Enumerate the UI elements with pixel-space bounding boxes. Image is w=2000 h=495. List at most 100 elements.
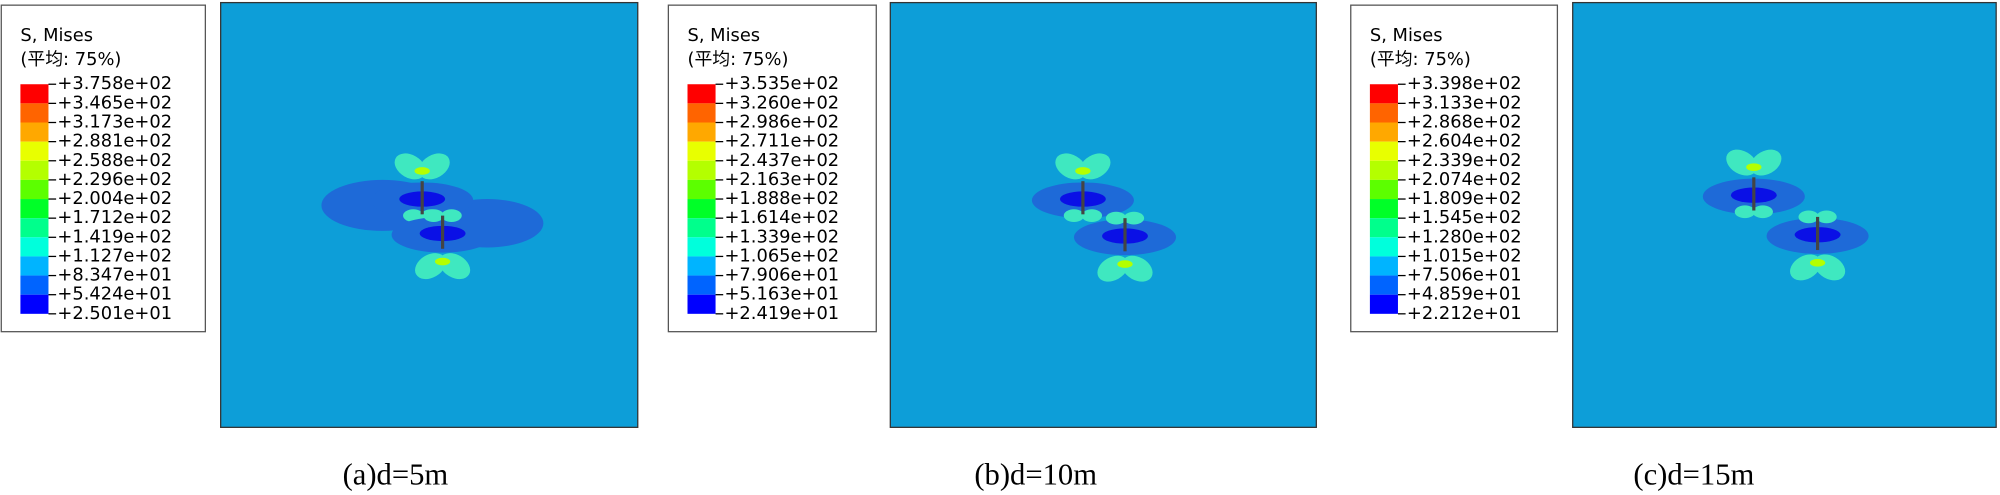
legend-swatch — [20, 199, 49, 219]
legend-label: +1.127e+02 — [57, 245, 172, 266]
legend-swatch — [1369, 84, 1398, 104]
legend-label: +3.173e+02 — [57, 111, 172, 132]
contour-peak — [1746, 163, 1762, 171]
contour-peak — [414, 167, 430, 175]
model-domain — [1572, 1, 1997, 428]
legend-label: +2.881e+02 — [57, 131, 172, 152]
legend-swatch — [1369, 237, 1398, 257]
legend-label: +3.535e+02 — [724, 73, 839, 94]
legend-swatch — [20, 275, 49, 295]
legend-label: +8.347e+01 — [57, 265, 172, 286]
legend-label: +3.260e+02 — [724, 92, 839, 113]
legend-swatch — [1369, 160, 1398, 180]
legend-label: +5.163e+01 — [724, 284, 839, 305]
legend-swatch — [687, 237, 716, 257]
panel: S, Mises(平均: 75%)+3.535e+02+3.260e+02+2.… — [667, 1, 1317, 492]
legend-swatch — [20, 256, 49, 276]
legend-swatch — [1369, 122, 1398, 142]
legend-swatch — [20, 237, 49, 257]
contour-lobe-small — [1752, 205, 1773, 219]
contour-lobe-small — [1123, 211, 1145, 225]
legend-label: +2.296e+02 — [57, 169, 172, 190]
contour-lobe-small — [1063, 209, 1085, 222]
caption: (c)d=15m — [1633, 458, 1754, 492]
legend-label: +2.986e+02 — [724, 111, 839, 132]
legend-swatch — [687, 275, 716, 295]
legend-label: +2.163e+02 — [724, 169, 839, 190]
legend-swatch — [687, 294, 716, 314]
panel: S, Mises(平均: 75%)+3.398e+02+3.133e+02+2.… — [1350, 1, 1997, 492]
legend-label: +4.859e+01 — [1407, 284, 1522, 305]
contour-peak — [434, 257, 451, 266]
legend-subtitle: (平均: 75%) — [688, 49, 789, 70]
contour-lobe-small — [1081, 209, 1103, 222]
legend-swatch — [20, 160, 49, 180]
legend-swatch — [20, 84, 49, 104]
legend-label: +2.501e+01 — [57, 303, 172, 324]
legend-label: +5.424e+01 — [57, 284, 172, 305]
legend-label: +1.712e+02 — [57, 207, 172, 228]
legend-label: +1.614e+02 — [724, 207, 839, 228]
legend-label: +7.506e+01 — [1407, 265, 1522, 286]
legend-label: +1.280e+02 — [1407, 226, 1522, 247]
legend-subtitle: (平均: 75%) — [20, 49, 121, 70]
legend-label: +2.711e+02 — [724, 131, 839, 152]
legend-swatch — [1369, 141, 1398, 161]
legend-swatch — [1369, 294, 1398, 314]
legend-label: +1.015e+02 — [1407, 245, 1522, 266]
legend-title: S, Mises — [688, 25, 761, 46]
legend-label: +1.339e+02 — [724, 226, 839, 247]
legend-swatch — [1369, 179, 1398, 200]
contour-lobe-small — [1105, 211, 1127, 225]
legend-swatch — [20, 179, 49, 200]
legend-label: +1.419e+02 — [57, 226, 172, 247]
legend-title: S, Mises — [20, 25, 93, 46]
legend-swatch — [687, 84, 716, 104]
legend-swatch — [687, 160, 716, 180]
legend-label: +2.588e+02 — [57, 150, 172, 171]
contour-peak — [1809, 258, 1826, 267]
legend-label: +2.419e+01 — [724, 303, 839, 324]
legend-swatch — [687, 218, 716, 238]
legend-label: +3.133e+02 — [1407, 92, 1522, 113]
legend-swatch — [20, 122, 49, 142]
legend-swatch — [687, 141, 716, 161]
contour-lobe-small — [1816, 210, 1837, 224]
legend-label: +3.465e+02 — [57, 92, 172, 113]
contour-peak — [1117, 260, 1133, 268]
contour-lobe-small — [423, 209, 444, 222]
legend-subtitle: (平均: 75%) — [1370, 49, 1471, 70]
legend-swatch — [1369, 199, 1398, 219]
legend-label: +1.809e+02 — [1407, 188, 1522, 209]
legend-swatch — [1369, 103, 1398, 123]
legend-label: +2.604e+02 — [1407, 131, 1522, 152]
legend-label: +2.004e+02 — [57, 188, 172, 209]
legend-label: +7.906e+01 — [724, 265, 839, 286]
contour-lobe-small — [441, 209, 462, 222]
legend-swatch — [1369, 275, 1398, 295]
legend-swatch — [1369, 256, 1398, 276]
legend-swatch — [20, 218, 49, 238]
legend-label: +2.212e+01 — [1407, 303, 1522, 324]
legend-swatch — [20, 294, 49, 314]
legend-label: +3.758e+02 — [57, 73, 172, 94]
caption: (b)d=10m — [974, 458, 1097, 492]
legend-label: +2.339e+02 — [1407, 150, 1522, 171]
legend-swatch — [687, 199, 716, 219]
legend-swatch — [687, 256, 716, 276]
legend-swatch — [1369, 218, 1398, 238]
contour-lobe-small — [1734, 205, 1756, 219]
contour-lobe-small — [403, 209, 424, 222]
legend-label: +3.398e+02 — [1407, 73, 1522, 94]
legend-label: +2.868e+02 — [1407, 111, 1522, 132]
legend-swatch — [687, 179, 716, 200]
legend-swatch — [687, 122, 716, 142]
legend-swatch — [687, 103, 716, 123]
legend-title: S, Mises — [1370, 25, 1443, 46]
legend-label: +1.545e+02 — [1407, 207, 1522, 228]
panel: S, Mises (平均: 75%) +3.758e+02+3.465e+02+3.… — [0, 1, 639, 492]
caption: (a)d=5m — [343, 458, 449, 492]
contour-lobe-small — [1798, 210, 1819, 224]
legend-label: +2.437e+02 — [724, 150, 839, 171]
